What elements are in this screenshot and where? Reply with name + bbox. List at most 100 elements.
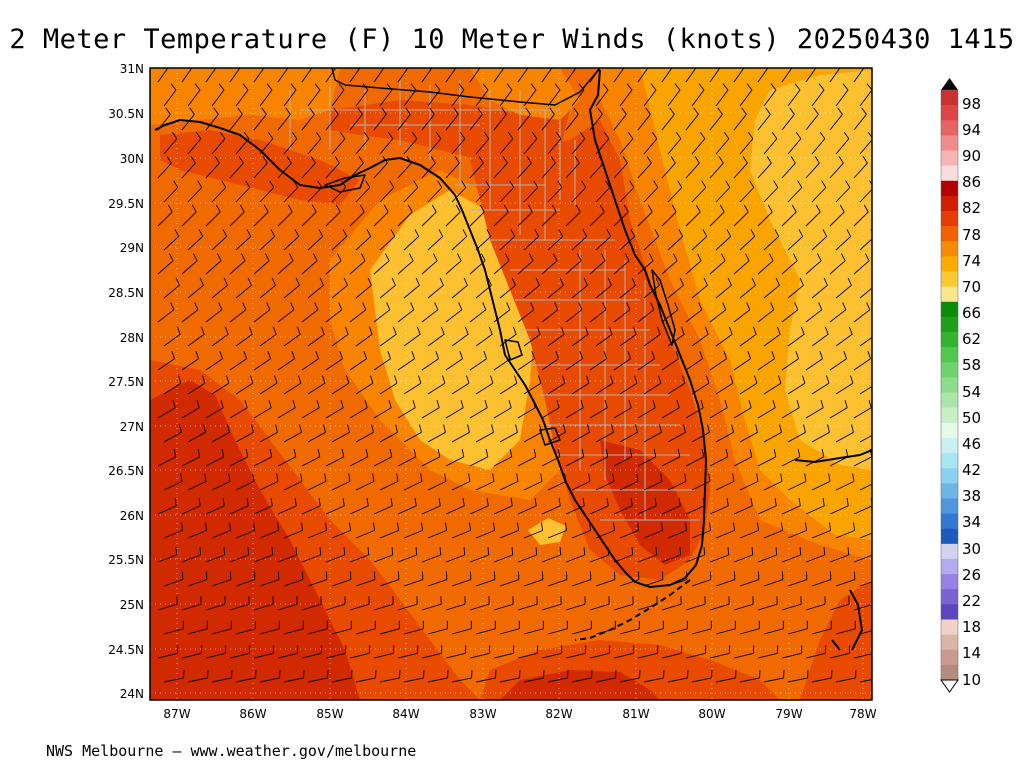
wind-barb-flag bbox=[555, 351, 559, 359]
wind-barb-flag bbox=[266, 302, 271, 310]
wind-barb-flag bbox=[878, 572, 879, 580]
wind-barb-flag bbox=[778, 375, 782, 384]
lat-label: 28.5N bbox=[108, 286, 144, 300]
wind-barb-flag bbox=[677, 180, 683, 188]
wind-barb-shaft bbox=[331, 628, 352, 635]
wind-barb-shaft bbox=[523, 89, 537, 107]
wind-barb-shaft bbox=[811, 138, 826, 155]
wind-barb-shaft bbox=[613, 407, 632, 419]
wind-barb-flag bbox=[773, 448, 777, 457]
wind-barb-flag bbox=[673, 253, 678, 262]
wind-barb-shaft bbox=[565, 162, 580, 179]
wind-barb-flag bbox=[661, 571, 664, 580]
wind-barb-shaft bbox=[517, 162, 532, 179]
wind-barb-flag bbox=[531, 131, 538, 139]
wind-barb-shaft bbox=[277, 309, 295, 323]
wind-barb-flag bbox=[397, 522, 399, 531]
wind-barb-shaft bbox=[445, 603, 466, 611]
florida-coastline bbox=[154, 69, 707, 588]
wind-barb-shaft bbox=[397, 407, 416, 419]
wind-barb-shaft bbox=[523, 187, 539, 203]
wind-barb-flag bbox=[515, 424, 518, 433]
wind-barb-flag bbox=[485, 180, 491, 188]
wind-barb-shaft bbox=[541, 407, 560, 419]
wind-barb-shaft bbox=[157, 407, 176, 419]
wind-barb-shaft bbox=[667, 138, 682, 155]
wind-barb-flag bbox=[573, 107, 579, 115]
temp-west-deepest-region bbox=[150, 380, 360, 700]
wind-barb-shaft bbox=[619, 284, 636, 299]
wind-barb-shaft bbox=[379, 579, 400, 587]
wind-barb-shaft bbox=[739, 480, 759, 491]
wind-barb-flag bbox=[607, 277, 612, 286]
wind-barb-shaft bbox=[739, 236, 756, 251]
wind-barb-flag bbox=[684, 473, 687, 482]
wind-barb-shaft bbox=[613, 114, 627, 131]
wind-barb-shaft bbox=[523, 480, 543, 491]
wind-barb-shaft bbox=[397, 652, 418, 659]
wind-barb-flag bbox=[819, 131, 826, 139]
wind-barb-flag bbox=[483, 131, 490, 139]
wind-barb-flag bbox=[661, 522, 663, 531]
wind-barb-flag bbox=[622, 156, 628, 164]
wind-barb-shaft bbox=[763, 480, 783, 491]
wind-barb-flag bbox=[791, 204, 797, 213]
wind-barb-shaft bbox=[565, 211, 581, 227]
wind-barb-flag bbox=[812, 60, 817, 66]
wind-barb-flag bbox=[632, 326, 637, 335]
wind-barb-flag bbox=[293, 448, 297, 457]
wind-barb-flag bbox=[363, 351, 367, 359]
wind-barb-flag bbox=[550, 156, 556, 164]
wind-barb-flag bbox=[244, 399, 248, 408]
wind-barb-flag bbox=[389, 180, 395, 188]
wind-barb-shaft bbox=[451, 480, 471, 491]
wind-barb-shaft bbox=[349, 652, 370, 659]
lon-label: 84W bbox=[392, 707, 419, 721]
wind-barb-shaft bbox=[307, 579, 328, 587]
wind-barb-flag bbox=[747, 351, 751, 359]
legend-swatch bbox=[941, 226, 958, 242]
legend-swatch bbox=[941, 316, 958, 333]
wind-barb-shaft bbox=[325, 456, 345, 467]
wind-barb-flag bbox=[229, 571, 232, 580]
wind-barb-shaft bbox=[733, 456, 753, 467]
wind-barb-flag bbox=[431, 204, 437, 213]
wind-barb-flag bbox=[862, 156, 868, 164]
wind-barb-flag bbox=[173, 448, 177, 457]
wind-barb-flag bbox=[656, 326, 661, 335]
wind-barb-flag bbox=[579, 351, 583, 359]
legend-label: 30 bbox=[962, 540, 981, 558]
wind-barb-flag bbox=[651, 131, 658, 139]
wind-barb-flag bbox=[467, 424, 470, 433]
wind-barb-shaft bbox=[781, 554, 801, 563]
wind-barb-shaft bbox=[547, 480, 567, 491]
lat-label: 26.5N bbox=[108, 464, 144, 478]
wind-barb-shaft bbox=[283, 480, 303, 491]
wind-barb-flag bbox=[774, 497, 777, 506]
wind-barb-shaft bbox=[859, 434, 872, 443]
wind-barb-flag bbox=[533, 180, 539, 188]
wind-barb-shaft bbox=[667, 382, 686, 395]
wind-barb-flag bbox=[252, 473, 255, 482]
wind-barb-flag bbox=[316, 399, 320, 408]
wind-barb-flag bbox=[315, 351, 319, 359]
wind-barb-shaft bbox=[619, 677, 640, 683]
wind-barb-shaft bbox=[835, 431, 854, 443]
legend-swatch bbox=[941, 498, 958, 514]
wind-barb-flag bbox=[241, 253, 246, 262]
wind-barb-shaft bbox=[397, 211, 413, 227]
wind-barb-shaft bbox=[277, 505, 297, 515]
wind-barb-shaft bbox=[757, 407, 776, 419]
wind-barb-flag bbox=[554, 302, 559, 310]
wind-barb-flag bbox=[850, 375, 854, 384]
wind-barb-flag bbox=[878, 523, 879, 531]
lat-label: 24N bbox=[120, 687, 144, 701]
wind-barb-flag bbox=[674, 302, 679, 310]
wind-barb-flag bbox=[726, 497, 729, 506]
wind-barb-shaft bbox=[445, 309, 463, 323]
legend-label: 50 bbox=[962, 409, 981, 427]
wind-barb-flag bbox=[699, 351, 703, 359]
wind-barb-flag bbox=[171, 351, 175, 359]
wind-barb-flag bbox=[394, 375, 398, 384]
wind-barb-flag bbox=[800, 326, 805, 335]
